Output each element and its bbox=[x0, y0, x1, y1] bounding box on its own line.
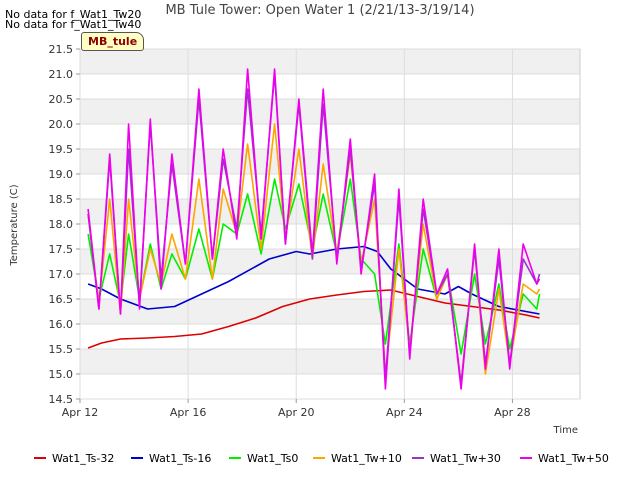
y-tick-label: 16.5 bbox=[49, 293, 74, 306]
no-data-note: No data for f_Wat1_Tw40 bbox=[5, 18, 142, 31]
x-tick-label: Apr 28 bbox=[494, 406, 531, 419]
y-tick-label: 17.5 bbox=[49, 243, 74, 256]
legend-item: Wat1_Ts-32 bbox=[34, 452, 114, 470]
series-line-wat1-ts-16 bbox=[87, 245, 540, 315]
legend-item: Wat1_Ts0 bbox=[229, 452, 298, 470]
y-tick-label: 15.5 bbox=[49, 343, 74, 356]
series-line-wat1-ts-32 bbox=[87, 289, 540, 349]
series-line-wat1-tw-50 bbox=[87, 68, 541, 390]
legend-swatch bbox=[313, 457, 325, 459]
legend-label: Wat1_Tw+10 bbox=[331, 452, 402, 465]
y-tick-label: 19.0 bbox=[49, 168, 74, 181]
y-axis-label: Temperature (C) bbox=[9, 184, 20, 266]
site-badge: MB_tule bbox=[81, 32, 145, 51]
legend-swatch bbox=[520, 457, 532, 459]
y-tick-label: 21.5 bbox=[49, 43, 74, 56]
x-tick-label: Apr 12 bbox=[62, 406, 99, 419]
grid-band bbox=[80, 349, 580, 374]
legend: Wat1_Ts-32 Wat1_Ts-16 Wat1_Ts0 Wat1_Tw+10 Wa… bbox=[0, 452, 640, 470]
grid-band bbox=[80, 224, 580, 249]
x-tick-label: Apr 24 bbox=[386, 406, 423, 419]
y-tick-label: 20.5 bbox=[49, 93, 74, 106]
y-tick-label: 15.0 bbox=[49, 368, 74, 381]
y-tick-label: 21.0 bbox=[49, 68, 74, 81]
y-tick-label: 20.0 bbox=[49, 118, 74, 131]
legend-swatch bbox=[229, 457, 241, 459]
legend-label: Wat1_Tw+50 bbox=[538, 452, 609, 465]
y-tick-label: 19.5 bbox=[49, 143, 74, 156]
x-axis-label: Time bbox=[553, 425, 578, 436]
legend-label: Wat1_Tw+30 bbox=[430, 452, 501, 465]
grid-band bbox=[80, 49, 580, 74]
grid-band bbox=[80, 124, 580, 149]
y-tick-label: 18.0 bbox=[49, 218, 74, 231]
y-tick-label: 16.0 bbox=[49, 318, 74, 331]
y-tick-label: 18.5 bbox=[49, 193, 74, 206]
y-tick-label: 17.0 bbox=[49, 268, 74, 281]
grid-band bbox=[80, 74, 580, 99]
legend-swatch bbox=[412, 457, 424, 459]
legend-label: Wat1_Ts0 bbox=[247, 452, 299, 465]
series-lines bbox=[87, 68, 541, 390]
legend-label: Wat1_Ts-16 bbox=[149, 452, 212, 465]
legend-swatch bbox=[34, 457, 46, 459]
grid-band bbox=[80, 374, 580, 399]
legend-item: Wat1_Ts-16 bbox=[131, 452, 211, 470]
x-tick-label: Apr 16 bbox=[170, 406, 207, 419]
chart-title: MB Tule Tower: Open Water 1 (2/21/13-3/1… bbox=[165, 3, 475, 18]
grid-band bbox=[80, 99, 580, 124]
y-tick-label: 14.5 bbox=[49, 393, 74, 406]
legend-swatch bbox=[131, 457, 143, 459]
no-data-note: No data for f_Wat1_Tw20 bbox=[5, 8, 142, 21]
y-axis-ticks: 14.5 15.0 15.5 16.0 16.5 17.0 17.5 18.0 18.5 19.0… bbox=[49, 43, 80, 406]
legend-label: Wat1_Ts-32 bbox=[52, 452, 115, 465]
legend-item: Wat1_Tw+30 bbox=[412, 452, 501, 470]
x-tick-label: Apr 20 bbox=[278, 406, 315, 419]
legend-item: Wat1_Tw+10 bbox=[313, 452, 402, 470]
x-axis-ticks: Apr 12 Apr 16 Apr 20 Apr 24 Apr 28 bbox=[62, 399, 531, 419]
legend-item: Wat1_Tw+50 bbox=[520, 452, 609, 470]
